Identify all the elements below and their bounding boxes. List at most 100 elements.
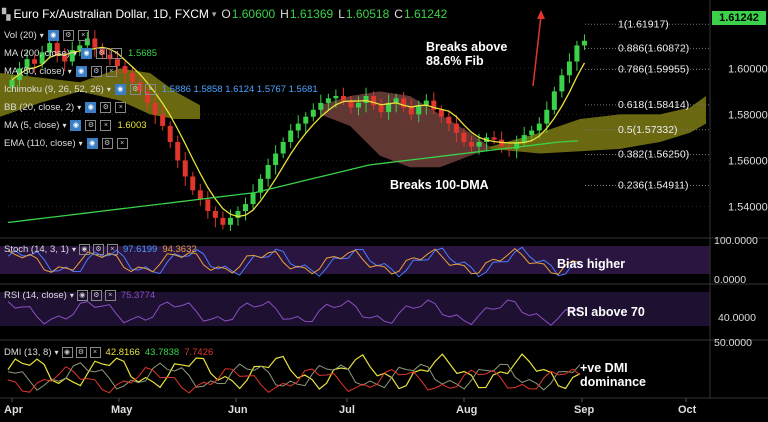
indicator-row[interactable]: BB (20, close, 2) ▾ ◉ ⚙ × [4,100,127,114]
eye-icon[interactable]: ◉ [70,119,82,131]
fib-level-label: 0.382(1.56250) [618,149,689,161]
eye-icon[interactable]: ◉ [78,244,90,255]
chevron-down-icon[interactable]: ▾ [73,48,78,58]
indicator-label[interactable]: BB (20, close, 2) [4,101,75,113]
open-label: O [221,7,231,21]
indicator-label[interactable]: MA (200, close) [4,47,70,59]
indicator-label[interactable]: Ichimoku (9, 26, 52, 26) [4,83,104,95]
indicator-row[interactable]: MA (5, close) ▾ ◉ ⚙ × 1.6003 [4,118,147,132]
close-icon[interactable]: × [111,47,123,59]
close-icon[interactable]: × [89,347,101,358]
chevron-down-icon[interactable]: ▾ [211,8,217,19]
symbol-title[interactable]: Euro Fx/Australian Dollar, 1D, FXCM [13,7,209,21]
candle-body [197,190,203,200]
fib-level-label: 0.5(1.57332) [618,124,678,136]
close-icon[interactable]: × [115,101,127,113]
eye-icon[interactable]: ◉ [86,137,98,149]
close-icon[interactable]: × [105,65,117,77]
candle-body [99,47,105,55]
price-axis-label: 1.56000 [728,155,768,167]
settings-icon[interactable]: ⚙ [90,65,102,77]
price-axis-label: 1.54000 [728,201,768,213]
high-label: H [280,7,289,21]
chevron-down-icon[interactable]: ▾ [71,245,76,254]
eye-icon[interactable]: ◉ [75,65,87,77]
dmi-minus-line [7,366,581,394]
rsi-band [0,292,710,326]
fib-level-label: 0.886(1.60872) [618,42,689,54]
fib-level-label: 1(1.61917) [618,18,669,30]
stoch-label[interactable]: Stoch (14, 3, 1) [4,244,69,255]
dmi-label[interactable]: DMI (13, 8) [4,347,52,358]
settings-icon[interactable]: ⚙ [100,101,112,113]
stoch-k-line [7,246,581,278]
settings-icon[interactable]: ⚙ [101,137,113,149]
rsi-annotation: RSI above 70 [567,305,645,319]
indicator-row[interactable]: MA (200, close) ▾ ◉ ⚙ × 1.5685 [4,46,157,60]
rsi-label[interactable]: RSI (14, close) [4,290,67,301]
candle-body [521,135,527,142]
indicator-label[interactable]: Vol (20) [4,29,37,41]
eye-icon[interactable]: ◉ [47,29,59,41]
candle-body [212,211,218,218]
stoch-title: Stoch (14, 3, 1) ▾ ◉ ⚙ × 97.6199 94.3632 [4,244,197,255]
settings-icon[interactable]: ⚙ [62,29,74,41]
candle-body [559,75,565,92]
chevron-down-icon[interactable]: ▾ [106,84,111,94]
candle-body [536,123,542,131]
candle-body [288,130,294,142]
indicator-label[interactable]: EMA (110, close) [4,137,76,149]
settings-icon[interactable]: ⚙ [92,244,104,255]
candle-body [280,142,286,154]
eye-icon[interactable]: ◉ [61,347,73,358]
candle-body [333,96,339,99]
candle-body [122,66,128,73]
indicator-label[interactable]: MA (5, close) [4,119,60,131]
eye-icon[interactable]: ◉ [76,290,88,301]
chart-type-icon[interactable]: ▚ [2,8,11,21]
eye-icon[interactable]: ◉ [85,101,97,113]
candle-body [491,137,497,140]
settings-icon[interactable]: ⚙ [129,83,141,95]
settings-icon[interactable]: ⚙ [75,347,87,358]
eye-icon[interactable]: ◉ [81,47,93,59]
indicator-row[interactable]: Vol (20) ▾ ◉ ⚙ × [4,28,89,42]
candle-body [273,153,279,165]
candle-body [250,192,256,205]
close-icon[interactable]: × [106,244,118,255]
indicator-value: 1.5685 [128,47,158,59]
close-icon[interactable]: × [116,137,128,149]
chevron-down-icon[interactable]: ▾ [78,138,83,148]
candle-body [9,79,15,87]
chevron-down-icon[interactable]: ▾ [39,30,44,40]
settings-icon[interactable]: ⚙ [96,47,108,59]
chevron-down-icon[interactable]: ▾ [62,120,67,130]
chevron-down-icon[interactable]: ▾ [67,66,72,76]
ma200-line [7,140,579,224]
indicator-row[interactable]: MA (50, close) ▾ ◉ ⚙ × [4,64,117,78]
chart-header: ▚ Euro Fx/Australian Dollar, 1D, FXCM ▾ … [2,5,447,23]
chevron-down-icon[interactable]: ▾ [77,102,82,112]
close-icon[interactable]: × [77,29,89,41]
x-axis-label: Jul [339,404,355,416]
indicator-row[interactable]: Ichimoku (9, 26, 52, 26) ▾ ◉ ⚙ × 1.5886 1.585… [4,82,318,96]
settings-icon[interactable]: ⚙ [90,290,102,301]
indicator-row[interactable]: EMA (110, close) ▾ ◉ ⚙ × [4,136,128,150]
dmi-adx-value: 7.7426 [184,347,214,358]
chevron-down-icon[interactable]: ▾ [69,291,74,300]
candle-body [499,139,505,147]
dmi-axis-label: 50.0000 [714,337,752,349]
close-icon[interactable]: × [104,290,116,301]
eye-icon[interactable]: ◉ [114,83,126,95]
candle-body [310,109,316,117]
chevron-down-icon[interactable]: ▾ [54,348,59,357]
fib-level-label: 0.236(1.54911) [618,179,688,191]
close-label: C [394,7,403,21]
close-icon[interactable]: × [100,119,112,131]
settings-icon[interactable]: ⚙ [85,119,97,131]
candle-body [581,40,587,46]
indicator-label[interactable]: MA (50, close) [4,65,65,77]
close-icon[interactable]: × [144,83,156,95]
candle-body [348,100,354,108]
